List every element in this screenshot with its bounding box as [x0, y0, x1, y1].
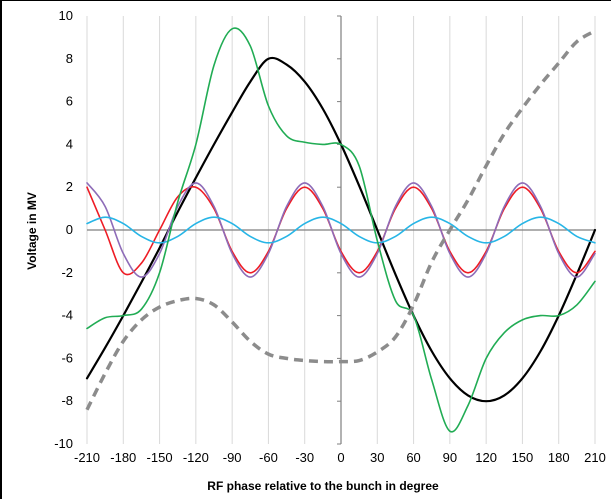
- x-tick-label: 120: [475, 450, 497, 465]
- x-tick-label: 180: [548, 450, 570, 465]
- series-line-3: [86, 182, 596, 278]
- x-tick-label: 0: [337, 450, 344, 465]
- axes: [87, 15, 595, 445]
- y-tick-label: -4: [61, 308, 73, 323]
- x-tick-label: -120: [183, 450, 209, 465]
- x-tick-label: -90: [223, 450, 242, 465]
- y-tick-label: -2: [61, 265, 73, 280]
- x-tick-label: -150: [147, 450, 173, 465]
- x-tick-label: 60: [406, 450, 420, 465]
- x-axis-label: RF phase relative to the bunch in degree: [207, 479, 439, 493]
- x-tick-label: 150: [512, 450, 534, 465]
- x-tick-label: 30: [370, 450, 384, 465]
- tick-labels: -210 -180 -150 -120 -90 -60 -30 0 30 60 90 120 150 18…: [54, 8, 606, 465]
- y-tick-label: 8: [66, 51, 73, 66]
- series-line-5: [86, 27, 596, 433]
- y-tick-label: 6: [66, 94, 73, 109]
- x-tick-label: 210: [584, 450, 606, 465]
- x-tick-label: -30: [295, 450, 314, 465]
- x-tick-label: -210: [74, 450, 100, 465]
- y-tick-label: 0: [66, 222, 73, 237]
- series-line-6: [85, 29, 596, 411]
- y-tick-label: 2: [66, 179, 73, 194]
- y-axis-label: Voltage in MV: [25, 192, 39, 270]
- y-tick-label: 4: [66, 136, 73, 151]
- y-tick-label: -8: [61, 393, 73, 408]
- series-line-4: [86, 216, 596, 244]
- y-tick-label: 10: [59, 8, 73, 23]
- y-tick-label: -6: [61, 350, 73, 365]
- series-line-2: [86, 185, 596, 276]
- data-series: [85, 27, 597, 433]
- x-tick-label: -180: [110, 450, 136, 465]
- x-tick-label: -60: [259, 450, 278, 465]
- y-tick-label: -10: [54, 436, 73, 451]
- x-tick-label: 90: [443, 450, 457, 465]
